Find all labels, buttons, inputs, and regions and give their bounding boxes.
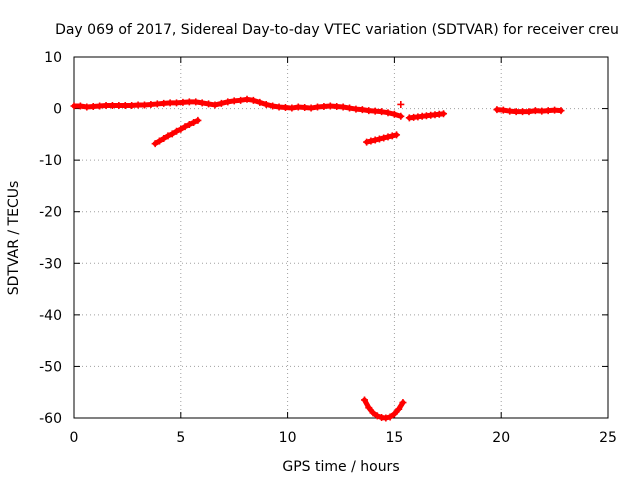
data-marks [70,95,565,422]
x-tick-label: 15 [385,430,403,446]
y-axis-label: SDTVAR / TECUs [6,181,22,296]
y-tick-label: 0 [53,102,62,118]
series-5 [405,110,448,122]
axis-ticks: 0 5 10 15 20 25 10 0 -10 -20 -30 -40 -50 -60 [39,50,617,446]
point-cluster [494,107,564,115]
series-4 [363,131,401,146]
series-1 [70,95,405,120]
x-axis-label: GPS time / hours [282,459,399,475]
y-tick-label: -50 [39,359,62,375]
point-cluster [364,132,400,145]
x-tick-label: 25 [599,430,617,446]
series-3 [151,116,202,148]
point-cluster [71,96,404,119]
y-tick-label: 10 [44,50,62,66]
point-cluster [152,117,201,147]
point-cluster [361,397,406,421]
x-tick-label: 20 [492,430,510,446]
x-tick-label: 10 [279,430,297,446]
y-tick-label: -20 [39,205,62,221]
series-6 [493,106,565,116]
data-point [397,100,405,108]
plot-frame [73,56,609,419]
series-7 [360,396,407,422]
y-tick-label: -30 [39,256,62,272]
point-cluster [406,111,447,121]
y-tick-label: -40 [39,308,62,324]
y-tick-label: -10 [39,153,62,169]
x-tick-label: 0 [70,430,79,446]
x-tick-label: 5 [176,430,185,446]
chart-title: Day 069 of 2017, Sidereal Day-to-day VTE… [55,22,619,38]
y-tick-label: -60 [39,411,62,427]
series-2 [397,100,405,108]
